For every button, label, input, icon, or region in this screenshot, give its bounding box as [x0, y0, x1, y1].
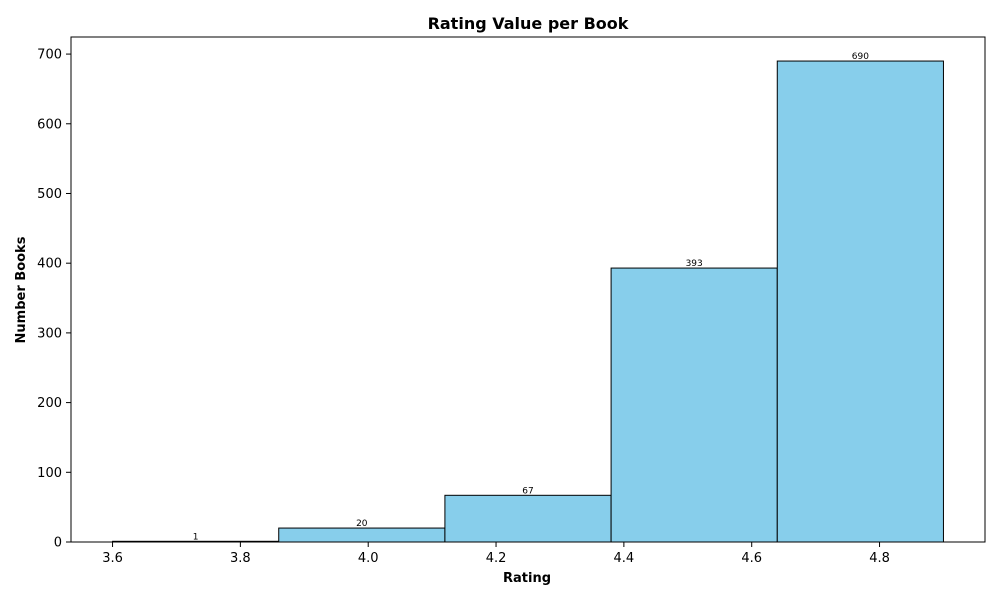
- y-axis-ticks: 0 100 200 300 400 500 600 700: [37, 48, 71, 551]
- data-labels-group: 1 20 67 393 690: [193, 52, 869, 542]
- bar-value-label: 20: [356, 519, 368, 529]
- y-tick-label: 400: [37, 257, 62, 272]
- y-axis-label: Number Books: [14, 236, 29, 343]
- bar-value-label: 1: [193, 532, 199, 542]
- x-tick-label: 3.8: [230, 551, 251, 566]
- x-axis-ticks: 3.6 3.8 4.0 4.2 4.4 4.6 4.8: [102, 542, 890, 566]
- x-tick-label: 4.8: [869, 551, 890, 566]
- x-tick-label: 4.0: [358, 551, 379, 566]
- x-axis-label: Rating: [503, 571, 551, 586]
- histogram-bar: [278, 527, 446, 543]
- plot-frame: [70, 36, 986, 543]
- y-tick-label: 700: [37, 48, 62, 63]
- bar-value-label: 67: [522, 486, 533, 496]
- bar-value-label: 690: [852, 52, 869, 62]
- y-tick-label: 300: [37, 326, 62, 341]
- y-tick-label: 0: [54, 536, 62, 551]
- y-tick-label: 100: [37, 466, 62, 481]
- histogram-bar: [610, 267, 778, 543]
- x-tick-label: 4.6: [741, 551, 762, 566]
- x-tick-label: 4.2: [486, 551, 507, 566]
- x-tick-label: 3.6: [102, 551, 123, 566]
- y-tick-label: 500: [37, 187, 62, 202]
- histogram-bar: [444, 494, 612, 543]
- bar-value-label: 393: [686, 259, 703, 269]
- histogram-bar: [776, 60, 944, 543]
- y-tick-label: 600: [37, 117, 62, 132]
- y-tick-label: 200: [37, 396, 62, 411]
- chart-title: Rating Value per Book: [428, 14, 629, 33]
- x-tick-label: 4.4: [614, 551, 635, 566]
- bars-group: [112, 60, 944, 543]
